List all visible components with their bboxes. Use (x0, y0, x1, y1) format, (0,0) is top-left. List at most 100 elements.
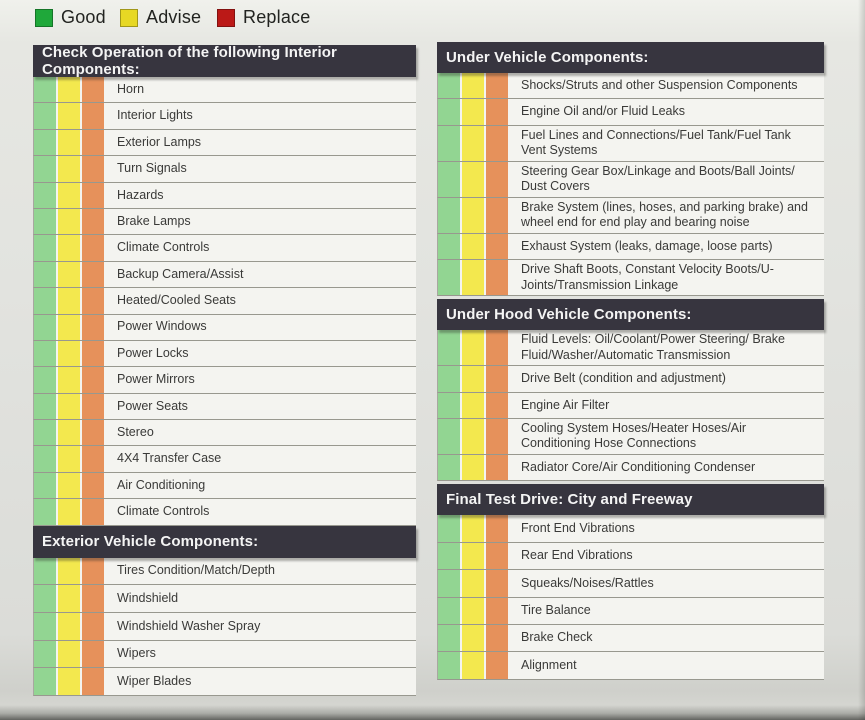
checkbox-advise-cell[interactable] (462, 197, 484, 233)
checkbox-replace-cell[interactable] (486, 330, 508, 366)
checkbox-good-cell[interactable] (438, 125, 460, 161)
checkbox-replace-cell[interactable] (486, 366, 508, 392)
checkbox-good-cell[interactable] (34, 472, 56, 499)
checkbox-good-cell[interactable] (438, 73, 460, 99)
checkbox-good-cell[interactable] (438, 624, 460, 652)
checkbox-good-cell[interactable] (438, 260, 460, 296)
checkbox-advise-cell[interactable] (58, 314, 80, 340)
checkbox-good-cell[interactable] (34, 261, 56, 288)
checkbox-replace-cell[interactable] (486, 652, 508, 679)
checkbox-replace-cell[interactable] (82, 314, 104, 340)
checkbox-good-cell[interactable] (438, 652, 460, 679)
checkbox-advise-cell[interactable] (58, 103, 80, 129)
checkbox-good-cell[interactable] (34, 182, 56, 208)
checkbox-replace-cell[interactable] (82, 129, 104, 156)
checkbox-good-cell[interactable] (34, 499, 56, 525)
checkbox-advise-cell[interactable] (462, 542, 484, 570)
checkbox-replace-cell[interactable] (486, 392, 508, 418)
checkbox-good-cell[interactable] (438, 597, 460, 624)
checkbox-advise-cell[interactable] (462, 125, 484, 161)
checkbox-replace-cell[interactable] (82, 420, 104, 446)
checkbox-good-cell[interactable] (34, 156, 56, 182)
checkbox-advise-cell[interactable] (462, 454, 484, 481)
checkbox-good-cell[interactable] (34, 235, 56, 261)
checkbox-replace-cell[interactable] (486, 73, 508, 99)
checkbox-replace-cell[interactable] (486, 125, 508, 161)
checkbox-good-cell[interactable] (34, 613, 56, 640)
checkbox-advise-cell[interactable] (58, 585, 80, 613)
checkbox-advise-cell[interactable] (462, 652, 484, 679)
checkbox-good-cell[interactable] (34, 367, 56, 393)
checkbox-replace-cell[interactable] (486, 99, 508, 125)
checkbox-replace-cell[interactable] (82, 367, 104, 393)
checkbox-replace-cell[interactable] (486, 515, 508, 542)
checkbox-replace-cell[interactable] (82, 261, 104, 288)
checkbox-replace-cell[interactable] (486, 161, 508, 197)
checkbox-replace-cell[interactable] (82, 557, 104, 585)
checkbox-good-cell[interactable] (34, 446, 56, 472)
checkbox-replace-cell[interactable] (82, 472, 104, 499)
checkbox-good-cell[interactable] (34, 557, 56, 585)
checkbox-replace-cell[interactable] (82, 499, 104, 525)
checkbox-replace-cell[interactable] (486, 233, 508, 260)
checkbox-replace-cell[interactable] (82, 288, 104, 314)
checkbox-good-cell[interactable] (34, 640, 56, 668)
checkbox-advise-cell[interactable] (462, 233, 484, 260)
checkbox-good-cell[interactable] (34, 77, 56, 103)
checkbox-advise-cell[interactable] (58, 393, 80, 420)
checkbox-good-cell[interactable] (34, 420, 56, 446)
checkbox-good-cell[interactable] (34, 103, 56, 129)
checkbox-good-cell[interactable] (438, 233, 460, 260)
checkbox-good-cell[interactable] (438, 418, 460, 454)
checkbox-advise-cell[interactable] (58, 472, 80, 499)
checkbox-replace-cell[interactable] (82, 613, 104, 640)
checkbox-advise-cell[interactable] (58, 367, 80, 393)
checkbox-replace-cell[interactable] (82, 340, 104, 367)
checkbox-advise-cell[interactable] (462, 570, 484, 597)
checkbox-good-cell[interactable] (438, 570, 460, 597)
checkbox-advise-cell[interactable] (462, 366, 484, 392)
checkbox-advise-cell[interactable] (58, 446, 80, 472)
checkbox-good-cell[interactable] (438, 330, 460, 366)
checkbox-replace-cell[interactable] (82, 668, 104, 696)
checkbox-good-cell[interactable] (438, 392, 460, 418)
checkbox-advise-cell[interactable] (462, 418, 484, 454)
checkbox-good-cell[interactable] (34, 668, 56, 696)
checkbox-advise-cell[interactable] (462, 260, 484, 296)
checkbox-advise-cell[interactable] (58, 129, 80, 156)
checkbox-advise-cell[interactable] (462, 161, 484, 197)
checkbox-advise-cell[interactable] (462, 392, 484, 418)
checkbox-replace-cell[interactable] (82, 156, 104, 182)
checkbox-replace-cell[interactable] (486, 418, 508, 454)
checkbox-advise-cell[interactable] (462, 597, 484, 624)
checkbox-replace-cell[interactable] (82, 640, 104, 668)
checkbox-advise-cell[interactable] (58, 640, 80, 668)
checkbox-replace-cell[interactable] (82, 182, 104, 208)
checkbox-advise-cell[interactable] (58, 261, 80, 288)
checkbox-advise-cell[interactable] (58, 77, 80, 103)
checkbox-good-cell[interactable] (438, 197, 460, 233)
checkbox-advise-cell[interactable] (58, 420, 80, 446)
checkbox-replace-cell[interactable] (486, 624, 508, 652)
checkbox-replace-cell[interactable] (82, 208, 104, 235)
checkbox-replace-cell[interactable] (82, 393, 104, 420)
checkbox-good-cell[interactable] (34, 340, 56, 367)
checkbox-advise-cell[interactable] (58, 182, 80, 208)
checkbox-advise-cell[interactable] (462, 624, 484, 652)
checkbox-advise-cell[interactable] (462, 330, 484, 366)
checkbox-replace-cell[interactable] (82, 103, 104, 129)
checkbox-replace-cell[interactable] (82, 585, 104, 613)
checkbox-good-cell[interactable] (438, 161, 460, 197)
checkbox-replace-cell[interactable] (486, 597, 508, 624)
checkbox-advise-cell[interactable] (58, 499, 80, 525)
checkbox-good-cell[interactable] (438, 542, 460, 570)
checkbox-replace-cell[interactable] (486, 454, 508, 481)
checkbox-good-cell[interactable] (438, 515, 460, 542)
checkbox-advise-cell[interactable] (58, 613, 80, 640)
checkbox-good-cell[interactable] (438, 454, 460, 481)
checkbox-advise-cell[interactable] (58, 235, 80, 261)
checkbox-advise-cell[interactable] (58, 557, 80, 585)
checkbox-advise-cell[interactable] (462, 515, 484, 542)
checkbox-good-cell[interactable] (34, 288, 56, 314)
checkbox-good-cell[interactable] (438, 366, 460, 392)
